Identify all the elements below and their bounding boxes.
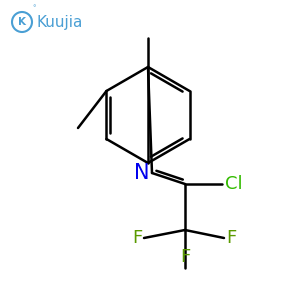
Text: N: N bbox=[134, 163, 149, 183]
Text: F: F bbox=[180, 248, 190, 266]
Text: F: F bbox=[226, 229, 236, 247]
Text: Cl: Cl bbox=[225, 175, 243, 193]
Text: F: F bbox=[132, 229, 142, 247]
Text: °: ° bbox=[32, 5, 36, 11]
Text: K: K bbox=[18, 17, 26, 27]
Text: Kuujia: Kuujia bbox=[36, 14, 82, 29]
